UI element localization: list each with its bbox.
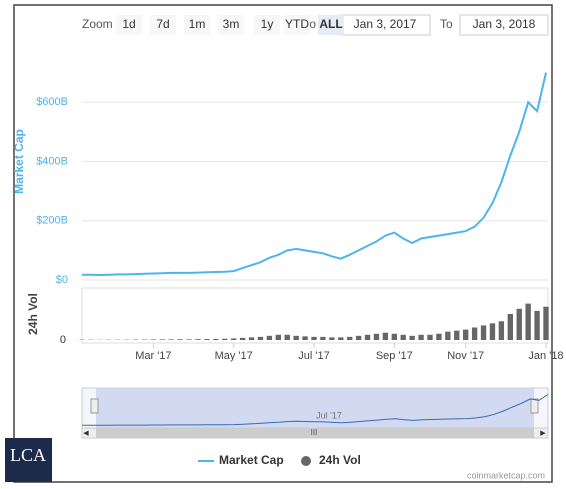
- zoom-button[interactable]: [254, 15, 280, 35]
- navigator-handle[interactable]: [530, 398, 539, 414]
- volume-bar: [213, 338, 219, 340]
- x-tick-label: Jan '18: [528, 350, 563, 362]
- volume-bar: [311, 336, 317, 340]
- logo: LCA: [10, 445, 46, 465]
- volume-bar: [373, 333, 380, 340]
- credit: coinmarketcap.com: [467, 470, 545, 480]
- scrollbar-thumb[interactable]: [96, 428, 534, 438]
- volume-tick-label: 0: [60, 334, 66, 346]
- volume-bar: [364, 334, 371, 340]
- zoom-button[interactable]: [116, 15, 142, 35]
- zoom-button[interactable]: [284, 15, 310, 35]
- volume-bar: [329, 337, 335, 340]
- x-tick-label: Sep '17: [376, 350, 413, 362]
- volume-bar: [543, 306, 549, 340]
- zoom-button[interactable]: [150, 15, 176, 35]
- zoom-button[interactable]: [218, 15, 244, 35]
- volume-bar: [382, 332, 389, 340]
- volume-bar: [507, 314, 513, 340]
- volume-bar: [222, 338, 228, 340]
- volume-bar: [445, 331, 451, 340]
- navigator-line: [82, 394, 549, 426]
- volume-bar: [204, 339, 210, 340]
- x-tick-label: May '17: [215, 350, 253, 362]
- volume-bar: [239, 337, 246, 340]
- volume-bar: [489, 323, 496, 340]
- y-tick-label: $200B: [36, 215, 68, 227]
- volume-bar: [391, 333, 397, 340]
- zoom-button-label: 1d: [122, 17, 135, 31]
- volume-bar: [293, 335, 299, 340]
- legend-label[interactable]: Market Cap: [219, 453, 284, 467]
- zoom-button-label: 1y: [261, 17, 274, 31]
- from-value: Jan 3, 2017: [354, 17, 417, 31]
- volume-bar: [427, 334, 433, 340]
- scroll-left[interactable]: ◀: [83, 430, 89, 437]
- volume-bar: [347, 336, 353, 340]
- zoom-button-label: 7d: [156, 17, 169, 31]
- legend-symbol[interactable]: [301, 456, 311, 466]
- zoom-button[interactable]: [184, 15, 210, 35]
- volume-bar: [177, 339, 183, 340]
- volume-bar: [266, 335, 273, 340]
- volume-bar: [231, 338, 237, 340]
- to-input[interactable]: [459, 14, 549, 36]
- volume-bar: [159, 339, 165, 340]
- logo-box: [5, 438, 52, 482]
- volume-bar: [400, 334, 406, 340]
- volume-bar: [186, 339, 192, 340]
- volume-bar: [436, 333, 442, 340]
- market-cap-line: [82, 72, 547, 277]
- y-tick-label: $400B: [36, 155, 68, 167]
- scroll-right[interactable]: ▶: [540, 430, 546, 437]
- volume-bar: [409, 335, 415, 340]
- volume-bar: [248, 337, 255, 340]
- volume-bar: [150, 339, 157, 340]
- legend-label[interactable]: 24h Vol: [319, 453, 361, 467]
- volume-bar: [195, 339, 201, 340]
- x-tick-label: Jul '17: [298, 350, 329, 362]
- navigator-handle[interactable]: [90, 398, 99, 414]
- zoom-button-label: 1m: [189, 17, 206, 31]
- volume-bar: [498, 321, 505, 340]
- volume-bar: [480, 325, 487, 340]
- volume-bar: [525, 303, 531, 340]
- volume-bar: [471, 327, 478, 340]
- volume-bar: [516, 308, 522, 340]
- volume-bar: [284, 334, 290, 340]
- volume-bar: [454, 330, 460, 340]
- volume-bar: [355, 335, 362, 340]
- volume-bar: [257, 336, 264, 340]
- volume-axis-title: 24h Vol: [26, 293, 40, 335]
- volume-bar: [320, 336, 326, 340]
- volume-bar: [338, 337, 344, 340]
- zoom-button-label: 3m: [223, 17, 240, 31]
- to-value: Jan 3, 2018: [473, 17, 536, 31]
- zoom-button-label: YTD: [285, 17, 309, 31]
- volume-bar: [418, 334, 424, 340]
- volume-bar: [168, 339, 174, 340]
- scrollbar-grip: III: [311, 428, 318, 437]
- zoom-label: Zoom: [82, 17, 113, 31]
- y-tick-label: $0: [56, 274, 68, 286]
- y-tick-label: $600B: [36, 96, 68, 108]
- navigator-label: Jul '17: [316, 410, 342, 420]
- to-label: To: [440, 17, 453, 31]
- y-axis-title: Market Cap: [12, 129, 26, 194]
- volume-bar: [534, 310, 540, 340]
- zoom-button-label: ALL: [319, 17, 342, 31]
- volume-bar: [275, 334, 281, 340]
- volume-bar: [463, 329, 469, 340]
- volume-bar: [302, 336, 308, 340]
- x-tick-label: Nov '17: [447, 350, 484, 362]
- x-tick-label: Mar '17: [135, 350, 171, 362]
- zoom-button[interactable]: [318, 15, 344, 35]
